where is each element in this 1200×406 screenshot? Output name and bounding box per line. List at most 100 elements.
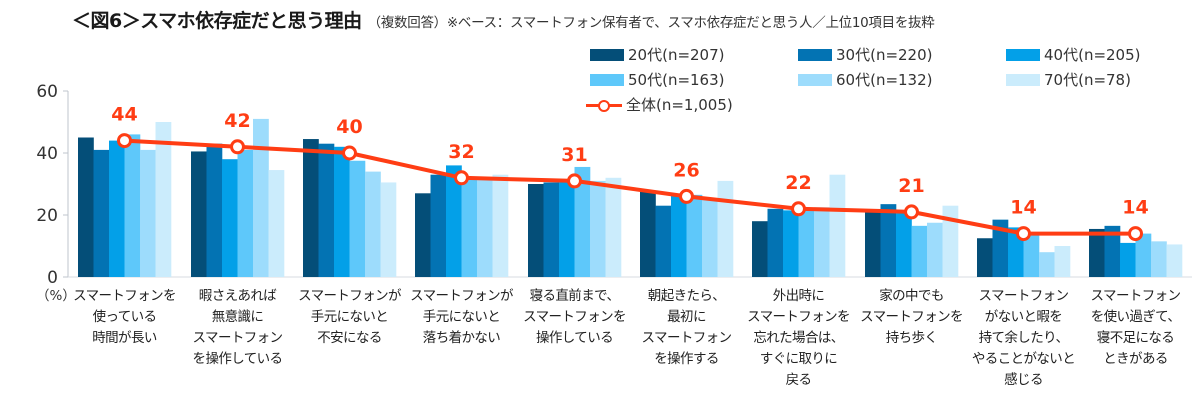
legend-item: 40代(n=205) <box>1006 44 1141 65</box>
total-marker <box>1128 226 1143 242</box>
legend-item: 50代(n=163) <box>590 69 725 90</box>
bar <box>896 213 912 277</box>
bar <box>977 238 993 277</box>
bar <box>93 149 110 277</box>
total-marker <box>679 188 694 204</box>
total-marker <box>454 170 469 186</box>
bar <box>752 221 768 277</box>
legend-label: 60代(n=132) <box>836 71 933 89</box>
data-label: 14 <box>1010 197 1036 219</box>
total-line <box>124 138 1136 236</box>
total-marker <box>1016 226 1031 242</box>
chart-subtitle: （複数回答）※ベース：スマートフォン保有者で、スマホ依存症だと思う人／上位10項… <box>367 15 935 31</box>
bar <box>155 122 172 277</box>
y-tick-label: 60 <box>36 82 58 102</box>
bar <box>1089 228 1105 277</box>
bar <box>605 177 622 277</box>
data-label: 21 <box>898 175 924 197</box>
bar <box>1054 246 1071 277</box>
legend-label: 20代(n=207) <box>628 46 725 64</box>
bar <box>1166 244 1183 277</box>
legend-swatch <box>1006 48 1040 61</box>
bar <box>415 193 431 277</box>
data-label: 42 <box>224 110 250 132</box>
x-axis-category-label: 朝起きたら、 最初に スマートフォン を操作する <box>641 288 733 367</box>
bar <box>253 118 269 278</box>
bar <box>543 182 560 277</box>
y-tick-label: 20 <box>36 206 58 226</box>
x-axis-category-label: 寝る直前まで、 スマートフォンを 操作している <box>523 288 626 346</box>
bar <box>911 225 928 277</box>
bar <box>655 205 672 277</box>
data-label: 22 <box>785 172 811 194</box>
data-label: 32 <box>448 141 474 163</box>
legend-label: 50代(n=163) <box>628 71 725 89</box>
bar <box>1104 225 1121 277</box>
bar <box>365 171 381 277</box>
x-axis-category-label: スマートフォン がないと暇を 持て余したり、 やることがないと 感じる <box>971 288 1076 388</box>
bar <box>461 177 478 277</box>
y-axis-unit-label: （%） <box>36 288 76 304</box>
bar <box>686 194 703 277</box>
bar <box>349 160 366 277</box>
bar <box>1135 233 1152 277</box>
bar <box>702 197 718 277</box>
bar <box>559 182 575 277</box>
bar <box>942 205 959 277</box>
bar <box>992 219 1009 277</box>
bar <box>222 159 238 277</box>
bar <box>206 143 223 277</box>
legend-item: 60代(n=132) <box>798 69 933 90</box>
chart-title-main: ＜図6＞スマホ依存症だと思う理由 <box>72 10 362 32</box>
data-label: 31 <box>561 144 587 166</box>
total-marker <box>342 145 357 161</box>
bar <box>927 222 943 277</box>
x-axis-category-label: 家の中でも スマートフォンを 持ち歩く <box>860 288 963 346</box>
data-label: 26 <box>673 159 699 181</box>
bar <box>303 139 319 277</box>
bar <box>829 174 846 277</box>
bar <box>574 166 591 277</box>
bar <box>124 134 141 277</box>
legend-swatch <box>1006 73 1040 86</box>
bar <box>109 140 125 277</box>
bar <box>268 170 285 277</box>
x-axis-category-label: スマートフォン を使い過ぎて、 寝不足になる ときがある <box>1090 288 1182 367</box>
x-axis-category-label: スマートフォンを 使っている 時間が長い <box>73 288 176 346</box>
bar <box>191 151 207 277</box>
x-axis-category-label: スマートフォンが 手元にないと 落ち着かない <box>410 288 513 346</box>
bar <box>1023 233 1040 277</box>
bar <box>814 207 830 277</box>
legend-swatch <box>590 73 624 86</box>
legend-label: 70代(n=78) <box>1044 71 1131 89</box>
legend-item: 30代(n=220) <box>798 44 933 65</box>
legend-swatch <box>798 48 832 61</box>
legend-swatch <box>798 73 832 86</box>
bar <box>430 174 447 277</box>
legend-label: 30代(n=220) <box>836 46 933 64</box>
chart-title: ＜図6＞スマホ依存症だと思う理由 （複数回答）※ベース：スマートフォン保有者で、ス… <box>72 6 935 33</box>
total-marker <box>904 204 919 220</box>
total-marker <box>230 139 245 155</box>
legend-swatch <box>590 48 624 61</box>
bar <box>865 210 881 277</box>
bar <box>880 204 897 277</box>
bar <box>671 194 687 277</box>
bar <box>1151 241 1167 277</box>
legend-item: 全体(n=1,005) <box>586 94 733 115</box>
data-label: 40 <box>336 116 362 138</box>
total-marker <box>791 201 806 217</box>
bar <box>140 149 156 277</box>
bar <box>237 149 254 277</box>
bar <box>767 208 784 277</box>
x-axis-category-label: 暇さえあれば 無意識に スマートフォン を操作している <box>192 288 284 367</box>
bar <box>590 180 606 277</box>
bar <box>640 191 656 277</box>
legend-item: 70代(n=78) <box>1006 69 1131 90</box>
x-axis-category-label: 外出時に スマートフォンを 忘れた場合は、 すぐに取りに 戻る <box>747 288 850 388</box>
legend-item: 20代(n=207) <box>590 44 725 65</box>
bar <box>1120 242 1136 277</box>
bar <box>528 184 544 277</box>
bar <box>477 177 493 277</box>
